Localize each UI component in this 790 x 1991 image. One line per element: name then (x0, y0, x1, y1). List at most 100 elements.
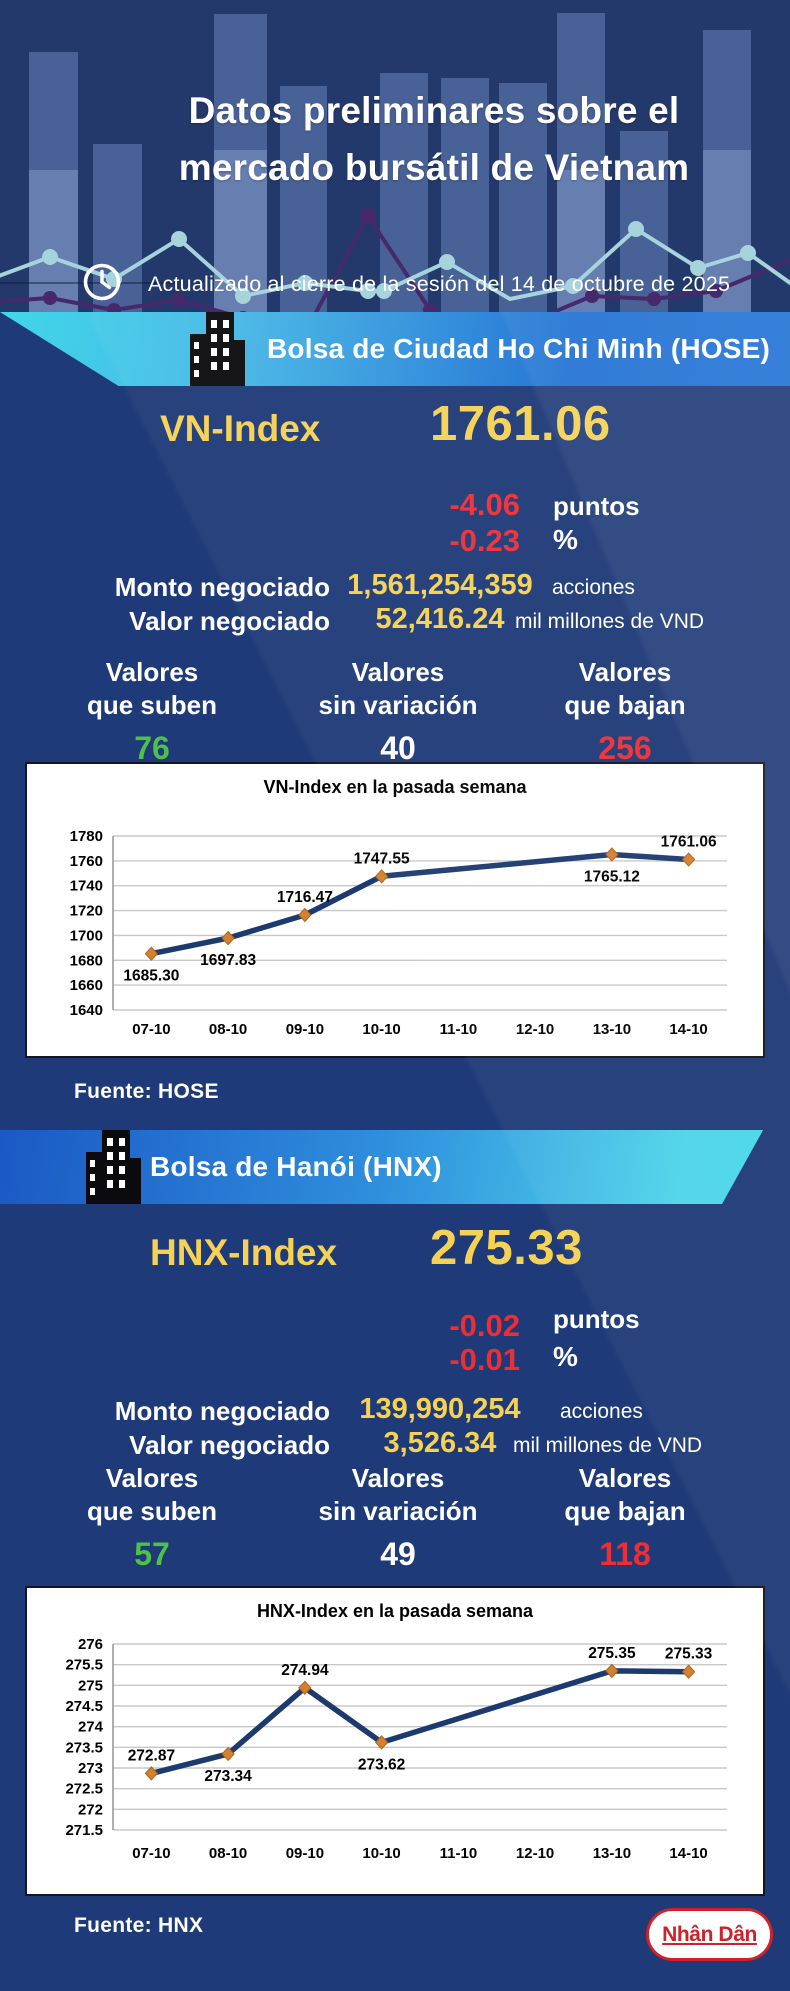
svg-text:1761.06: 1761.06 (661, 834, 717, 851)
advancers-label2: que suben (86, 1496, 217, 1526)
svg-text:1680: 1680 (70, 952, 103, 969)
nhan-dan-logo: Nhân Dân (646, 1908, 773, 1961)
svg-text:07-10: 07-10 (132, 1021, 170, 1038)
svg-text:1716.47: 1716.47 (277, 889, 333, 906)
points-unit-hnx: puntos (553, 1304, 640, 1334)
svg-text:273.5: 273.5 (65, 1739, 103, 1756)
advancers-count: 76 (134, 730, 170, 766)
change-points-hnx: -0.02 (449, 1308, 520, 1343)
unchanged-hose: Valores sin variación 40 (278, 656, 518, 767)
svg-text:272.5: 272.5 (65, 1781, 103, 1798)
index-value-hnx: 275.33 (430, 1221, 583, 1275)
svg-text:1660: 1660 (70, 977, 103, 994)
svg-text:10-10: 10-10 (362, 1845, 400, 1862)
svg-text:1780: 1780 (70, 828, 103, 845)
decliners-hose: Valores que bajan 256 (505, 656, 745, 767)
volume-label-hose: Monto negociado (114, 572, 330, 602)
svg-text:275: 275 (78, 1677, 103, 1694)
page-title-line2: mercado bursátil de Vietnam (178, 147, 690, 188)
svg-text:274: 274 (78, 1719, 104, 1736)
deco-line-purple (0, 212, 790, 312)
section-banner-hose: Bolsa de Ciudad Ho Chi Minh (HOSE) (0, 312, 790, 386)
building-icon (190, 312, 245, 386)
advancers-hnx: Valores que suben 57 (32, 1462, 272, 1573)
value-unit-hose: mil millones de VND (515, 610, 705, 633)
value-label-hose: Valor negociado (129, 606, 330, 636)
svg-text:14-10: 14-10 (669, 1021, 707, 1038)
nhan-dan-logo-text: Nhân Dân (662, 1922, 757, 1946)
svg-text:1685.30: 1685.30 (123, 968, 179, 985)
value-value-hnx: 3,526.34 (383, 1427, 497, 1459)
clock-icon (83, 263, 121, 301)
advancers-label: Valores (105, 1463, 199, 1493)
svg-text:273.62: 273.62 (358, 1756, 405, 1773)
decliners-label: Valores (578, 657, 672, 687)
hnx-index-chart: 276 275.5 275 274.5 274 273.5 273 272.5 272 271.5… (65, 1636, 727, 1862)
svg-text:1640: 1640 (70, 1002, 103, 1019)
source-hose: Fuente: HOSE (74, 1080, 219, 1103)
svg-text:1700: 1700 (70, 927, 103, 944)
chart-title-hnx: HNX-Index en la pasada semana (256, 1601, 534, 1621)
svg-text:1747.55: 1747.55 (354, 850, 410, 867)
banner-label-hose: Bolsa de Ciudad Ho Chi Minh (HOSE) (267, 333, 771, 364)
unchanged-label2: sin variación (318, 1496, 478, 1526)
decliners-label2: que bajan (564, 1496, 686, 1526)
svg-text:11-10: 11-10 (440, 1021, 478, 1038)
advancers-hose: Valores que suben 76 (32, 656, 272, 767)
svg-text:12-10: 12-10 (516, 1021, 554, 1038)
unchanged-label: Valores (351, 657, 445, 687)
svg-text:275.5: 275.5 (65, 1657, 103, 1674)
page-title: Datos preliminares sobre el mercado burs… (78, 82, 790, 196)
index-name-hnx: HNX-Index (150, 1232, 338, 1273)
svg-text:1765.12: 1765.12 (584, 869, 640, 886)
svg-text:273.34: 273.34 (204, 1768, 252, 1785)
decliners-label2: que bajan (564, 690, 686, 720)
svg-text:272.87: 272.87 (128, 1747, 175, 1764)
svg-text:10-10: 10-10 (362, 1021, 400, 1038)
unchanged-hnx: Valores sin variación 49 (278, 1462, 518, 1573)
chart-panel-hnx: HNX-Index en la pasada semana 276 275.5 27… (25, 1586, 765, 1896)
building-icon (86, 1130, 141, 1204)
volume-unit-hose: acciones (552, 576, 635, 599)
unchanged-count: 49 (380, 1536, 416, 1572)
svg-text:275.35: 275.35 (588, 1645, 636, 1662)
svg-text:09-10: 09-10 (286, 1845, 324, 1862)
svg-text:13-10: 13-10 (593, 1021, 631, 1038)
svg-text:1740: 1740 (70, 878, 103, 895)
value-unit-hnx: mil millones de VND (513, 1434, 703, 1457)
volume-value-hose: 1,561,254,359 (347, 569, 533, 601)
points-unit-hose: puntos (553, 491, 640, 521)
svg-text:13-10: 13-10 (593, 1845, 631, 1862)
percent-unit-hnx: % (553, 1341, 578, 1372)
svg-text:272: 272 (78, 1801, 103, 1818)
svg-text:1720: 1720 (70, 903, 103, 920)
volume-label-hnx: Monto negociado (114, 1396, 330, 1426)
index-value-hose: 1761.06 (430, 397, 611, 451)
decliners-label: Valores (578, 1463, 672, 1493)
volume-value-hnx: 139,990,254 (359, 1393, 521, 1425)
advancers-label: Valores (105, 657, 199, 687)
advancers-label2: que suben (86, 690, 217, 720)
percent-unit-hose: % (553, 524, 578, 555)
banner-label-hnx: Bolsa de Hanói (HNX) (150, 1151, 442, 1182)
update-timestamp: Actualizado al cierre de la sesión del 1… (148, 272, 731, 296)
unchanged-count: 40 (380, 730, 416, 766)
change-percent-hose: -0.23 (449, 523, 520, 558)
svg-text:11-10: 11-10 (440, 1845, 478, 1862)
section-banner-hnx: Bolsa de Hanói (HNX) (0, 1130, 764, 1204)
header-decoration (0, 0, 790, 312)
svg-text:09-10: 09-10 (286, 1021, 324, 1038)
value-label-hnx: Valor negociado (129, 1430, 330, 1460)
svg-text:273: 273 (78, 1760, 103, 1777)
svg-text:08-10: 08-10 (209, 1845, 247, 1862)
index-name-hose: VN-Index (160, 408, 321, 449)
svg-text:07-10: 07-10 (132, 1845, 170, 1862)
change-percent-hnx: -0.01 (449, 1342, 520, 1377)
svg-text:275.33: 275.33 (665, 1646, 713, 1663)
decliners-count: 256 (598, 730, 652, 766)
svg-text:271.5: 271.5 (65, 1822, 103, 1839)
decliners-hnx: Valores que bajan 118 (505, 1462, 745, 1573)
decliners-count: 118 (599, 1536, 651, 1572)
vn-index-chart: 1780 1760 1740 1720 1700 1680 1660 1640 07-10 08-… (70, 828, 727, 1038)
